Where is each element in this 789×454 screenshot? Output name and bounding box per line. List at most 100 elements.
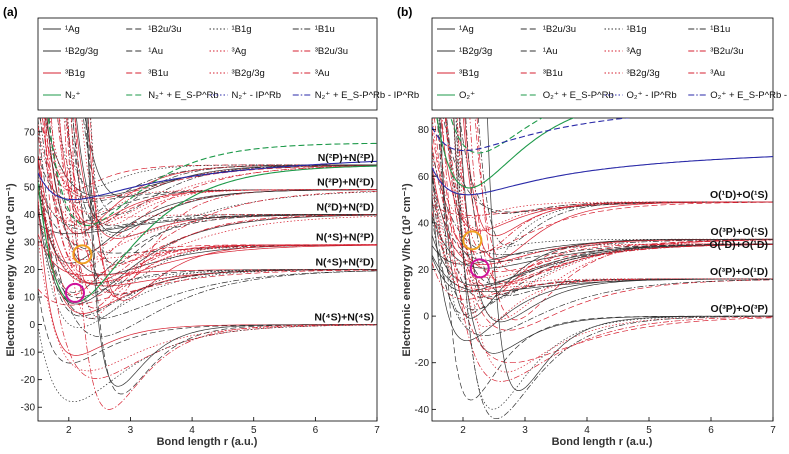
potential-curve [432,143,773,253]
potential-curve [38,210,377,305]
legend-entry: ³B2u/3u [710,46,743,57]
y-tick-label: 20 [418,265,430,276]
potential-curve [456,118,773,410]
asymptote-labels-b: O(¹D)+O(¹S) O(³P)+O(¹S)O(¹D)+O(¹D) O(³P)+O… [709,189,768,315]
potential-curve [432,151,773,256]
y-tick-label: -20 [21,375,36,386]
legend-entry: ¹Au [543,46,558,57]
legend-entry: O₂⁺ [459,90,475,101]
potential-curve [42,118,377,284]
potential-curve [38,160,377,201]
y-tick-label: 70 [24,127,36,138]
asymptote-label: N(²P)+N(²D) [317,177,374,189]
y-tick-label: 30 [24,237,36,248]
legend-entry: ¹B1u [315,24,335,35]
y-tick-label: 10 [24,293,36,304]
x-tick-label: 4 [584,425,590,436]
asymptote-label: N(²D)+N(²D) [317,201,374,213]
potential-curve [49,118,377,215]
y-tick-label: 40 [418,218,430,229]
potential-curve [47,118,377,226]
asymptote-label: N(²P)+N(²P) [318,152,374,164]
y-tick-label: 60 [24,155,36,166]
y-tick-label: 50 [24,182,36,193]
potential-curve [432,171,773,255]
potential-curve [436,118,773,288]
potential-curve [67,118,377,283]
y-tick-label: 20 [24,265,36,276]
asymptote-label: O(³P)+O(³P) [711,303,768,315]
potential-curve [456,118,773,253]
legend-entry: ³B1g [459,68,479,79]
potential-curve [85,118,377,266]
asymptote-label: O(¹D)+O(¹D) [709,239,768,251]
legend-entry: O₂⁺ + E_S-P^Rb [543,90,614,101]
potential-curve [432,156,773,196]
potential-curve [38,124,377,229]
asymptote-labels-a: N(²P)+N(²P) N(²P)+N(²D) N(²D)+N(²D) N(⁴S)+N… [314,152,374,324]
x-tick-label: 2 [66,425,72,436]
asymptote-label: N(⁴S)+N(⁴S) [314,312,374,324]
legend-entry: ³B2u/3u [315,46,348,57]
legend-frame [431,17,774,111]
panel-a-label: (a) [3,5,18,19]
orange-circle-marker [462,230,483,251]
potential-curve [478,118,773,246]
asymptote-label: O(³P)+O(¹D) [710,266,768,278]
potential-curve [65,118,377,188]
potential-curve [38,172,377,317]
legend-entry: N₂⁺ - IP^Rb [232,90,282,101]
potential-curve [90,118,377,287]
legend-entry: ¹B1g [232,24,252,35]
asymptote-label: N(⁴S)+N(²P) [316,232,374,244]
legend-entry: N₂⁺ + E_S-P^Rb [148,90,218,101]
legend-entry: ¹B2g/3g [459,46,492,57]
potential-curve [67,118,377,318]
orange-circle-marker [72,244,93,265]
x-tick-label: 3 [522,425,528,436]
potential-curve [87,118,377,395]
potential-curve [434,118,773,364]
potential-curve [469,118,773,285]
legend-entry: ¹B2g/3g [65,46,98,57]
potential-curve [38,185,377,264]
potential-curve [71,118,377,410]
potential-curve [38,324,377,403]
legend-entry: ³B1u [148,68,168,79]
legend-entry: ³Au [315,68,330,79]
potential-curve [432,118,631,152]
legend-entry: ³B1u [543,68,563,79]
magenta-circle-marker [469,258,490,279]
panel-b: ¹Ag ¹B2u/3u ¹B1g ¹B1u ¹B2g/3g ¹Au ³Ag ³B2u/3u ³B… [401,17,789,448]
y-tick-label: 0 [423,312,429,323]
legend-b: ¹Ag ¹B2u/3u ¹B1g ¹B1u ¹B2g/3g ¹Au ³Ag ³B2u/3u ³B… [431,17,789,111]
x-axis-label-b: Bond length r (a.u.) [552,436,653,448]
legend-entry: ¹Au [148,46,163,57]
y-tick-label: -30 [21,403,36,414]
x-tick-label: 3 [128,425,134,436]
axis-ticks-b: 2 3 4 5 6 7 -40 -20 0 20 40 60 80 [415,125,777,436]
potential-curve [38,189,377,284]
curves-b [432,118,773,420]
legend-entry: ¹Ag [65,24,80,35]
x-tick-label: 5 [646,425,652,436]
y-tick-label: 80 [418,125,430,136]
potential-curve [432,262,773,300]
curves-a [38,118,377,410]
potential-curve [38,182,377,282]
legend-entry: ¹B2u/3u [543,24,576,35]
legend-entry: ³Ag [627,46,642,57]
legend-entry: N₂⁺ + E_S-P^Rb - IP^Rb [315,90,419,101]
x-tick-label: 4 [189,425,195,436]
legend-entry: O₂⁺ + E_S-P^Rb - IP^Rb [710,90,789,101]
asymptote-label: N(⁴S)+N(²D) [315,257,374,269]
potential-curve [432,166,773,311]
x-tick-label: 7 [770,425,776,436]
potential-curve [57,118,377,228]
potential-curve [38,208,377,320]
x-tick-label: 7 [374,425,380,436]
panel-b-label: (b) [397,5,412,19]
potential-curve [56,118,377,237]
legend-entry: ³B2g/3g [232,68,265,79]
potential-curve [38,269,377,306]
